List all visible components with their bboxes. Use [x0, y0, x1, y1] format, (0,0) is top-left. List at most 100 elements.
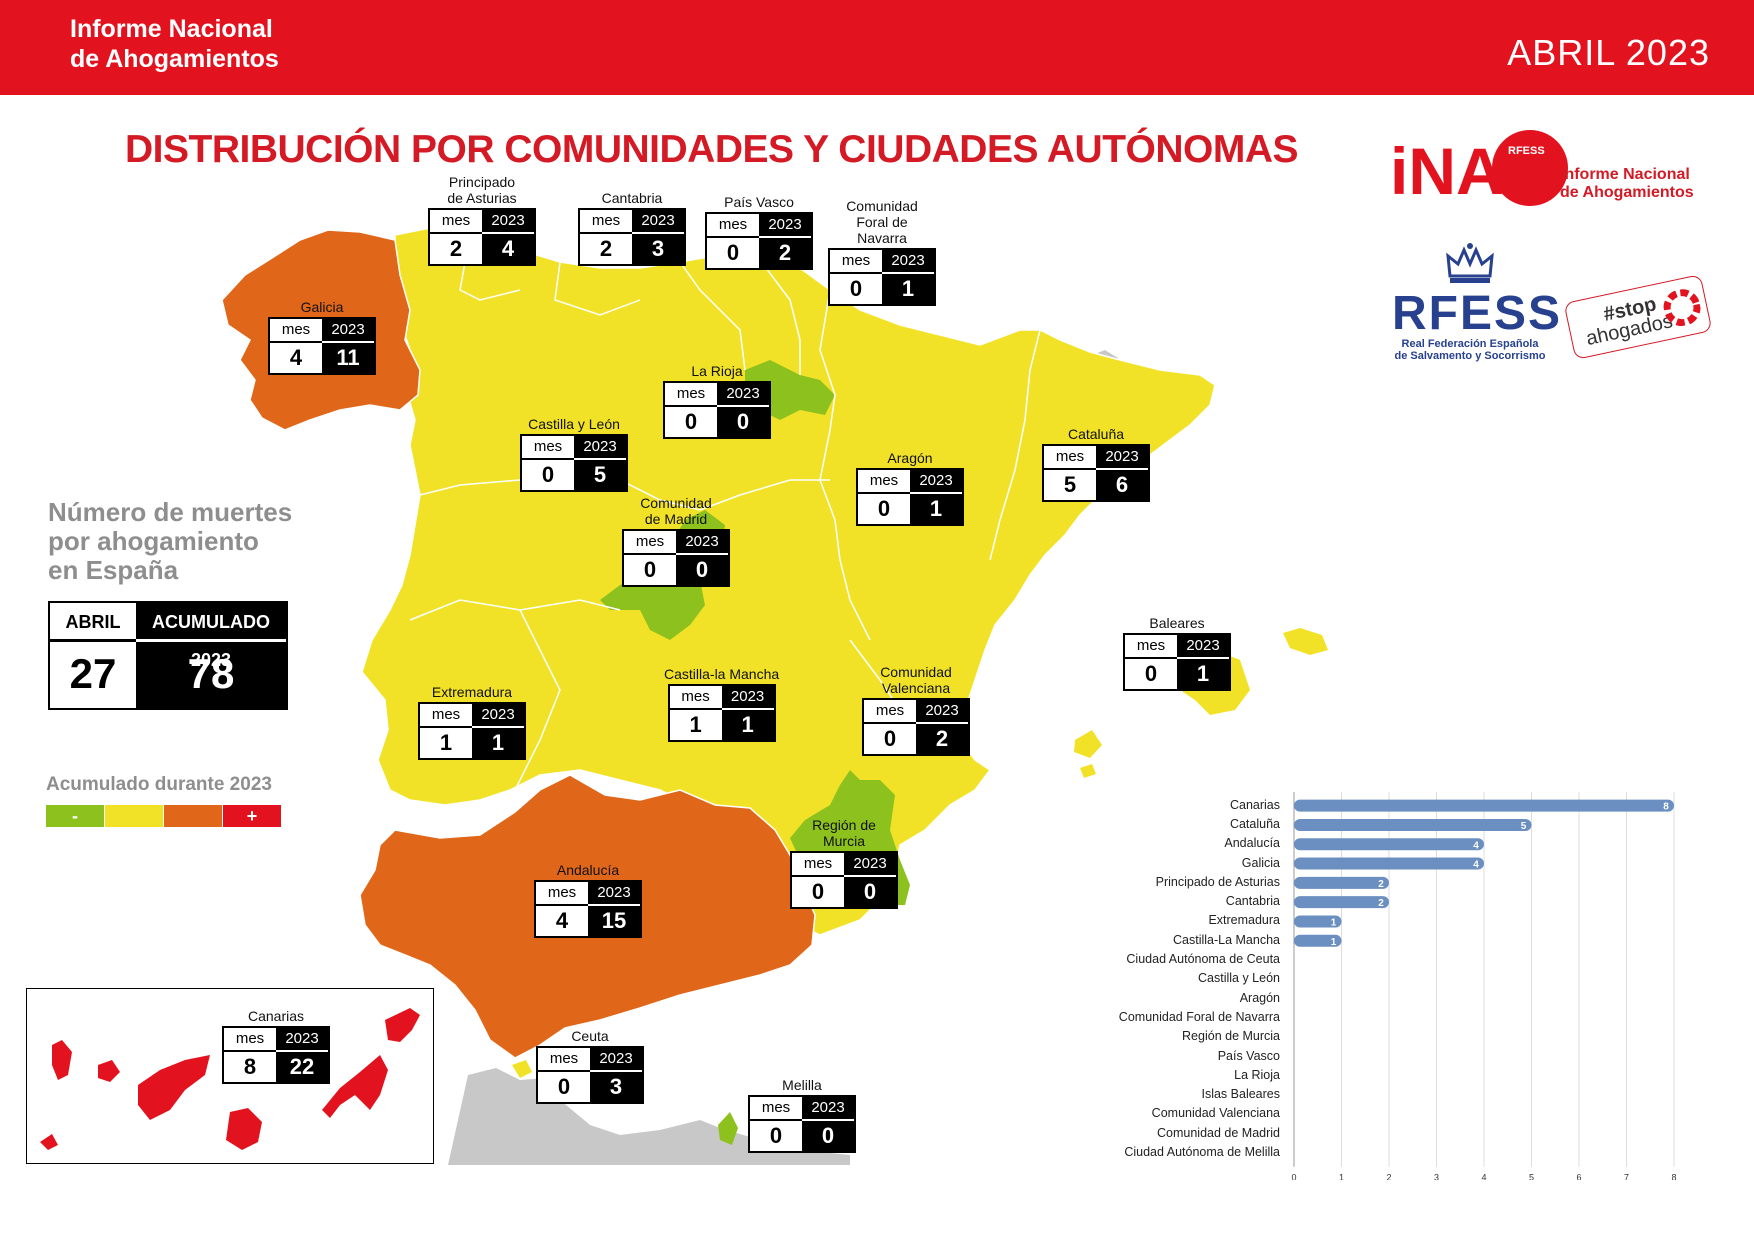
bar — [1294, 818, 1532, 831]
stat-header-month: mes — [707, 214, 759, 238]
cumulative-total-label: ACUMULADO 2023 — [136, 603, 286, 670]
stat-month-value: 5 — [1044, 470, 1096, 500]
stat-header-year: 2023 — [1096, 446, 1148, 470]
bar-value-label: 4 — [1473, 840, 1479, 851]
stat-year-value: 1 — [472, 728, 524, 758]
rfess-logo: RFESS — [1392, 287, 1563, 340]
bar-value-label: 4 — [1473, 860, 1479, 871]
ina-logo: iNA RFESS — [1390, 130, 1568, 208]
category-label: Galicia — [1241, 855, 1280, 870]
stat-year-value: 2 — [916, 724, 968, 754]
stat-box: mes 2023 4 11 — [268, 317, 376, 375]
stat-header-month: mes — [420, 704, 472, 728]
x-tick-label: 3 — [1434, 1173, 1439, 1180]
stat-month-value: 4 — [536, 906, 588, 936]
category-label: La Rioja — [1234, 1067, 1280, 1082]
stat-header-month: mes — [1125, 635, 1177, 659]
region-name: Comunidad Valenciana — [880, 664, 952, 696]
bar-value-label: 8 — [1663, 802, 1669, 813]
stat-header-month: mes — [750, 1097, 802, 1121]
bar — [1294, 896, 1389, 909]
stat-header-month: mes — [538, 1048, 590, 1072]
category-label: Cataluña — [1229, 816, 1280, 831]
stat-header-month: mes — [624, 531, 676, 555]
report-date: ABRIL 2023 — [1507, 32, 1710, 73]
legend-item-low: - — [46, 805, 104, 827]
stat-month-value: 0 — [750, 1121, 802, 1151]
region-galicia: Galicia mes 2023 4 11 — [268, 299, 376, 375]
legend-item-medium — [105, 805, 163, 827]
stat-month-value: 0 — [538, 1072, 590, 1102]
bar — [1294, 838, 1484, 851]
lagomera-shape — [98, 1060, 120, 1082]
stat-year-value: 22 — [276, 1052, 328, 1082]
page-title: DISTRIBUCIÓN POR COMUNIDADES Y CIUDADES … — [125, 128, 1299, 171]
bar-value-label: 5 — [1521, 821, 1527, 832]
region-name: La Rioja — [691, 363, 743, 379]
lifebuoy-icon — [1663, 289, 1701, 327]
region-name: Ceuta — [571, 1028, 609, 1044]
stat-box: mes 2023 4 15 — [534, 880, 642, 938]
lanzarote-shape — [385, 1008, 420, 1042]
bar — [1294, 915, 1342, 928]
stop-ahogados-logo: #stop ahogados — [1563, 274, 1713, 360]
stat-year-value: 1 — [910, 494, 962, 524]
x-tick-label: 2 — [1386, 1173, 1391, 1180]
bar-value-label: 2 — [1378, 898, 1384, 909]
stat-header-year: 2023 — [882, 250, 934, 274]
legend-item-highest: + — [223, 805, 281, 827]
stat-month-value: 2 — [430, 234, 482, 264]
region-name: País Vasco — [724, 194, 794, 210]
stat-header-month: mes — [430, 210, 482, 234]
stat-header-year: 2023 — [910, 470, 962, 494]
stat-month-value: 0 — [792, 877, 844, 907]
stat-header-year: 2023 — [1177, 635, 1229, 659]
stat-header-year: 2023 — [802, 1097, 854, 1121]
category-label: Ciudad Autónoma de Melilla — [1124, 1145, 1280, 1160]
header-brand-line2: de Ahogamientos — [70, 45, 279, 73]
stat-year-value: 3 — [632, 234, 684, 264]
fuerteventura-shape — [322, 1055, 388, 1118]
stat-header-month: mes — [536, 882, 588, 906]
stat-month-value: 0 — [858, 494, 910, 524]
stat-header-year: 2023 — [632, 210, 684, 234]
stat-year-value: 1 — [721, 710, 774, 740]
category-label: Extremadura — [1208, 913, 1280, 928]
region-name: Canarias — [247, 1008, 305, 1024]
canarias-inset — [26, 988, 434, 1164]
stat-month-value: 0 — [665, 407, 717, 437]
stat-month-value: 4 — [270, 343, 322, 373]
bar — [1294, 857, 1484, 870]
stat-year-value: 0 — [802, 1121, 854, 1151]
region-canarias: Canarias mes 2023 8 22 — [222, 1008, 330, 1084]
stat-header-year: 2023 — [590, 1048, 642, 1072]
stat-header-year: 2023 — [322, 319, 374, 343]
stat-header-year: 2023 — [276, 1028, 328, 1052]
region-name: Melilla — [782, 1077, 822, 1093]
stat-month-value: 8 — [224, 1052, 276, 1082]
category-label: Comunidad Valenciana — [1151, 1106, 1280, 1121]
region-name: Castilla-la Mancha — [664, 666, 780, 682]
stat-month-value: 1 — [420, 728, 472, 758]
region-name: Aragón — [887, 450, 933, 466]
region-name: Principado de Asturias — [447, 174, 517, 206]
stat-header-month: mes — [858, 470, 910, 494]
stat-month-value: 0 — [522, 460, 574, 490]
stat-month-value: 1 — [669, 710, 722, 740]
stat-month-value: 2 — [580, 234, 632, 264]
